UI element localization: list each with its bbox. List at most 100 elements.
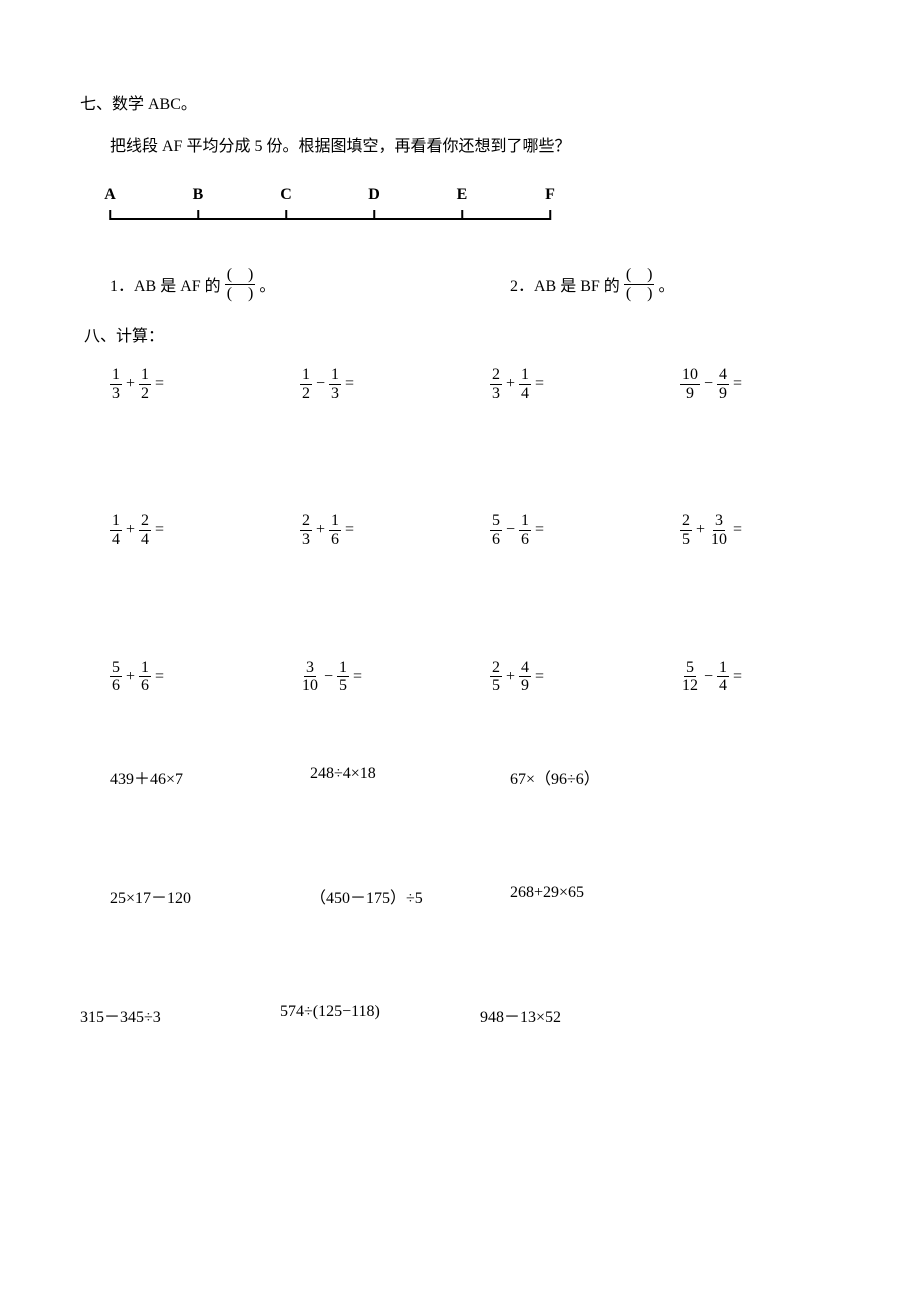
arith-row: 439＋46×7248÷4×1867×（96÷6） [110,765,850,789]
arith-problem: 948－13×52 [480,1003,680,1027]
q2-fraction-blank [624,266,655,302]
arith-problem: 25×17－120 [110,884,310,908]
segment-tick [197,210,199,220]
fraction-b: 12 [139,366,151,402]
fraction-a: 56 [490,512,502,548]
fraction-b: 16 [519,512,531,548]
equals: = [729,521,742,539]
equals: = [531,521,544,539]
fraction-a: 23 [300,512,312,548]
segment-label-D: D [368,186,380,204]
question-row: 1．AB 是 AF 的 。 2．AB 是 BF 的 。 [110,266,850,302]
fraction-a: 310 [300,659,320,695]
fraction-problem: 109−49= [680,366,870,402]
equals: = [531,375,544,393]
section-7-title: 七、数学 ABC。 [80,90,850,114]
segment-label-F: F [545,186,555,204]
fraction-row: 13+12=12−13=23+14=109−49= [110,366,850,402]
q2-prefix: 2．AB 是 BF 的 [510,272,620,296]
arith-problem: 248÷4×18 [310,765,510,789]
equals: = [341,375,354,393]
fraction-problem: 23+14= [490,366,680,402]
fraction-row: 14+24=23+16=56−16=25+310= [110,512,850,548]
arith-problem: 268+29×65 [510,884,710,908]
fraction-a: 25 [490,659,502,695]
segment-label-A: A [104,186,116,204]
fraction-a: 14 [110,512,122,548]
fraction-a: 25 [680,512,692,548]
fraction-a: 56 [110,659,122,695]
q1-fraction-blank [225,266,256,302]
fraction-b: 16 [329,512,341,548]
fraction-problem: 56−16= [490,512,680,548]
equals: = [729,668,742,686]
operator: + [312,521,329,539]
operator: − [320,668,337,686]
operator: + [122,668,139,686]
segment-label-B: B [193,186,204,204]
segment-tick [549,210,551,220]
section-7-instruction: 把线段 AF 平均分成 5 份。根据图填空，再看看你还想到了哪些？ [110,132,850,156]
operator: + [502,668,519,686]
q1-suffix: 。 [259,272,275,296]
segment-label-E: E [457,186,468,204]
fraction-b: 49 [519,659,531,695]
fraction-a: 512 [680,659,700,695]
segment-line [110,218,550,220]
equals: = [151,668,164,686]
segment-tick [373,210,375,220]
fraction-problem: 25+310= [680,512,870,548]
segment-tick [109,210,111,220]
fraction-a: 23 [490,366,502,402]
segment-tick [285,210,287,220]
arith-problem: 315－345÷3 [80,1003,280,1027]
fraction-problem: 56+16= [110,659,300,695]
fraction-problem: 25+49= [490,659,680,695]
equals: = [151,521,164,539]
question-1: 1．AB 是 AF 的 。 [110,266,510,302]
fraction-problem: 14+24= [110,512,300,548]
arith-row: 315－345÷3574÷(125−118)948－13×52 [80,1003,850,1027]
arithmetic-problems-grid: 439＋46×7248÷4×1867×（96÷6） 25×17－120（450－1… [110,765,850,1027]
equals: = [349,668,362,686]
fraction-b: 13 [329,366,341,402]
fraction-problems-grid: 13+12=12−13=23+14=109−49=14+24=23+16=56−… [110,366,850,695]
fraction-b: 15 [337,659,349,695]
fraction-a: 13 [110,366,122,402]
operator: − [700,668,717,686]
fraction-b: 49 [717,366,729,402]
fraction-problem: 13+12= [110,366,300,402]
operator: − [700,375,717,393]
q2-suffix: 。 [658,272,674,296]
fraction-problem: 310−15= [300,659,490,695]
fraction-b: 14 [717,659,729,695]
arith-problem: 67×（96÷6） [510,765,710,789]
fraction-a: 109 [680,366,700,402]
arith-problem: 439＋46×7 [110,765,310,789]
equals: = [341,521,354,539]
operator: − [502,521,519,539]
question-2: 2．AB 是 BF 的 。 [510,266,675,302]
operator: + [502,375,519,393]
arith-problem: 574÷(125−118) [280,1003,480,1027]
fraction-b: 310 [709,512,729,548]
arith-row: 25×17－120（450－175）÷5268+29×65 [110,884,850,908]
fraction-b: 16 [139,659,151,695]
fraction-b: 14 [519,366,531,402]
operator: + [122,375,139,393]
section-8-title: 八、计算： [84,322,850,346]
operator: + [692,521,709,539]
operator: − [312,375,329,393]
fraction-problem: 512−14= [680,659,870,695]
equals: = [531,668,544,686]
segment-tick [461,210,463,220]
fraction-a: 12 [300,366,312,402]
fraction-problem: 12−13= [300,366,490,402]
fraction-row: 56+16=310−15=25+49=512−14= [110,659,850,695]
segment-label-C: C [280,186,292,204]
q1-prefix: 1．AB 是 AF 的 [110,272,221,296]
fraction-b: 24 [139,512,151,548]
line-segment-diagram: ABCDEF [110,186,850,236]
fraction-problem: 23+16= [300,512,490,548]
equals: = [729,375,742,393]
